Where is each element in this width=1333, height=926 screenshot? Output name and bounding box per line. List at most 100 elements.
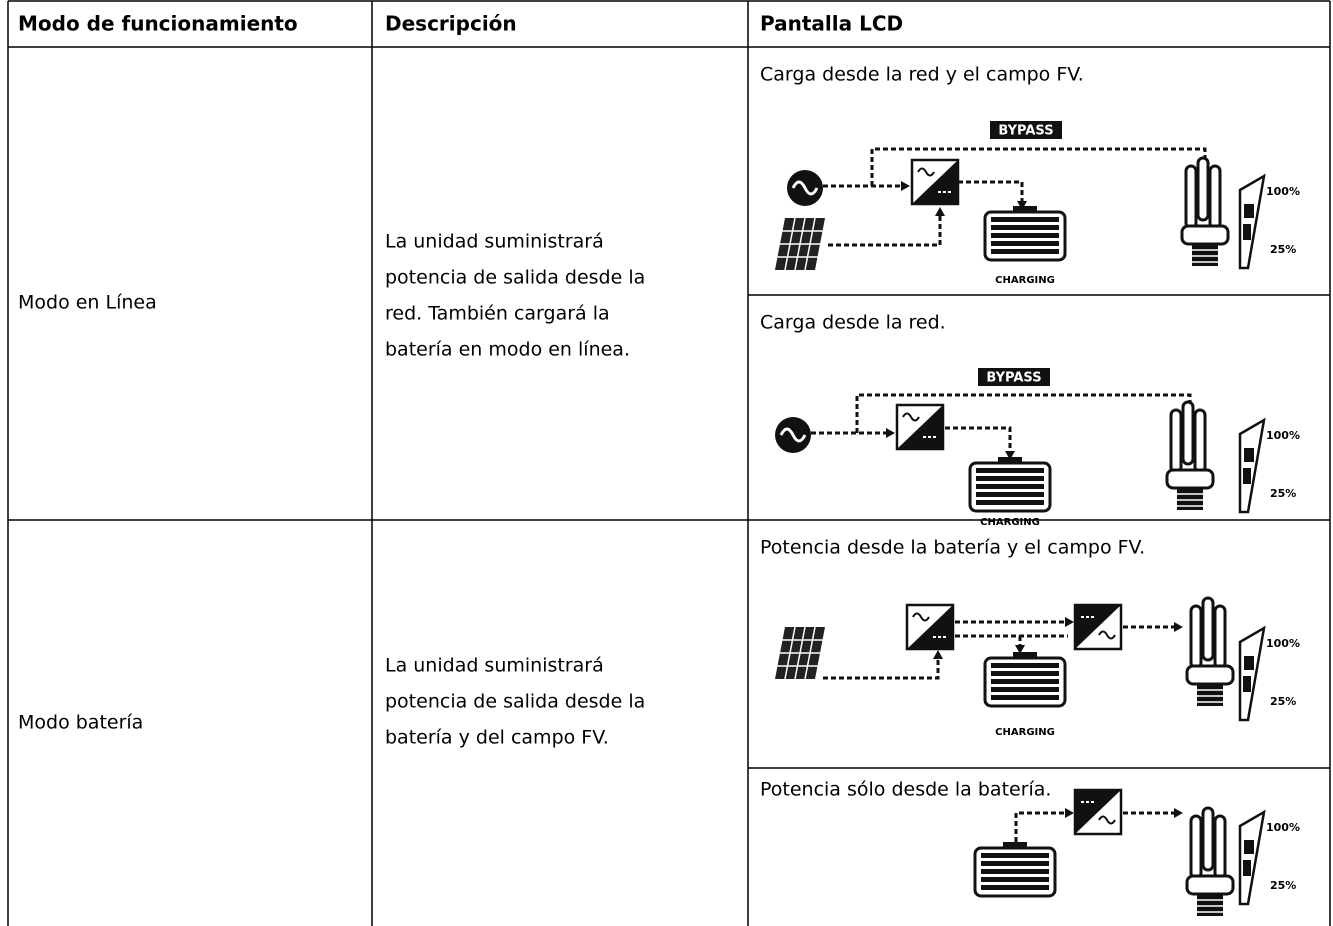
arrow-head — [1174, 808, 1183, 818]
level-icon — [1238, 625, 1266, 722]
bulb-icon — [1213, 814, 1227, 880]
battery-icon — [991, 233, 1059, 238]
header-cell: Pantalla LCD — [760, 12, 903, 36]
description-line: red. También cargará la — [385, 303, 610, 325]
bulb-icon — [1185, 664, 1235, 686]
level-icon — [1238, 809, 1266, 906]
bulb-icon — [1201, 596, 1215, 662]
level-label: 25% — [1270, 487, 1296, 500]
charging-label: CHARGING — [995, 275, 1055, 286]
bypass-label-box — [990, 121, 1062, 139]
battery-icon — [981, 869, 1049, 874]
header-cell: Descripción — [385, 12, 517, 36]
table-borders — [7, 0, 1331, 926]
bulb-icon — [1196, 156, 1210, 222]
description-line: La unidad suministrará — [385, 655, 604, 677]
inverter-icon — [1098, 630, 1116, 640]
battery-icon — [981, 877, 1049, 882]
inverter-icon — [917, 167, 935, 177]
battery-icon — [976, 500, 1044, 505]
bypass-label-box — [978, 368, 1050, 386]
bulb-icon — [1184, 164, 1198, 230]
arrow-head — [901, 181, 910, 191]
flow-line — [828, 214, 942, 247]
battery-icon — [991, 679, 1059, 684]
level-icon — [1243, 224, 1251, 240]
bulb-icon — [1201, 806, 1215, 872]
charging-label: CHARGING — [995, 727, 1055, 738]
inverter-icon — [1098, 815, 1116, 825]
battery-icon — [991, 687, 1059, 692]
bulb-icon — [1189, 814, 1203, 880]
battery-icon — [991, 241, 1059, 246]
grid-icon — [791, 180, 819, 196]
arrow-head — [886, 428, 895, 438]
battery-icon — [991, 663, 1059, 668]
level-icon — [1238, 417, 1266, 514]
level-icon — [1243, 860, 1251, 876]
bulb-icon — [1169, 408, 1183, 474]
battery-icon — [976, 484, 1044, 489]
level-icon — [1244, 448, 1254, 462]
battery-icon — [976, 492, 1044, 497]
battery-icon — [976, 468, 1044, 473]
level-icon — [1243, 468, 1251, 484]
bulb-icon — [1208, 164, 1222, 230]
level-icon — [1243, 676, 1251, 692]
description-line: potencia de salida desde la — [385, 267, 645, 289]
arrow-head — [933, 650, 943, 659]
battery-icon — [1013, 206, 1037, 213]
flow-line — [823, 657, 940, 680]
level-label: 100% — [1266, 185, 1300, 198]
flow-line — [1014, 811, 1068, 842]
inverter-icon — [902, 412, 920, 422]
grid-icon — [779, 427, 807, 443]
charging-label: CHARGING — [980, 517, 1040, 528]
flow-line — [958, 180, 1024, 203]
bulb-icon — [1165, 468, 1215, 490]
battery-icon — [991, 671, 1059, 676]
mode-cell: Modo en Línea — [18, 292, 157, 314]
level-icon — [1244, 656, 1254, 670]
inverter-icon — [912, 160, 958, 204]
bulb-icon — [1213, 604, 1227, 670]
description-line: batería y del campo FV. — [385, 727, 609, 749]
level-icon — [1244, 204, 1254, 218]
level-label: 25% — [1270, 695, 1296, 708]
lcd-caption: Carga desde la red. — [760, 312, 946, 334]
arrow-head — [1015, 645, 1025, 654]
level-label: 25% — [1270, 243, 1296, 256]
arrow-head — [1065, 808, 1074, 818]
bulb-icon — [1185, 874, 1235, 896]
bulb-icon — [1181, 400, 1195, 466]
description-line: potencia de salida desde la — [385, 691, 645, 713]
level-label: 100% — [1266, 821, 1300, 834]
inverter-icon — [912, 612, 930, 622]
arrow-head — [1174, 622, 1183, 632]
mode-cell: Modo batería — [18, 712, 143, 734]
battery-icon — [991, 217, 1059, 222]
battery-icon — [1013, 652, 1037, 659]
battery-icon — [981, 853, 1049, 858]
lcd-caption: Potencia sólo desde la batería. — [760, 779, 1051, 801]
battery-icon — [998, 457, 1022, 464]
bulb-icon — [1180, 224, 1230, 246]
level-icon — [1238, 173, 1266, 270]
inverter-icon — [897, 405, 943, 449]
battery-icon — [981, 885, 1049, 890]
battery-icon — [976, 476, 1044, 481]
battery-icon — [981, 861, 1049, 866]
level-label: 100% — [1266, 429, 1300, 442]
level-label: 25% — [1270, 879, 1296, 892]
description-line: La unidad suministrará — [385, 231, 604, 253]
bypass-label: BYPASS — [998, 124, 1053, 139]
battery-icon — [991, 695, 1059, 700]
battery-icon — [1003, 842, 1027, 849]
bulb-icon — [1189, 604, 1203, 670]
arrow-head — [935, 207, 945, 216]
inverter-icon — [907, 605, 953, 649]
flow-line — [945, 426, 1012, 453]
battery-icon — [991, 249, 1059, 254]
